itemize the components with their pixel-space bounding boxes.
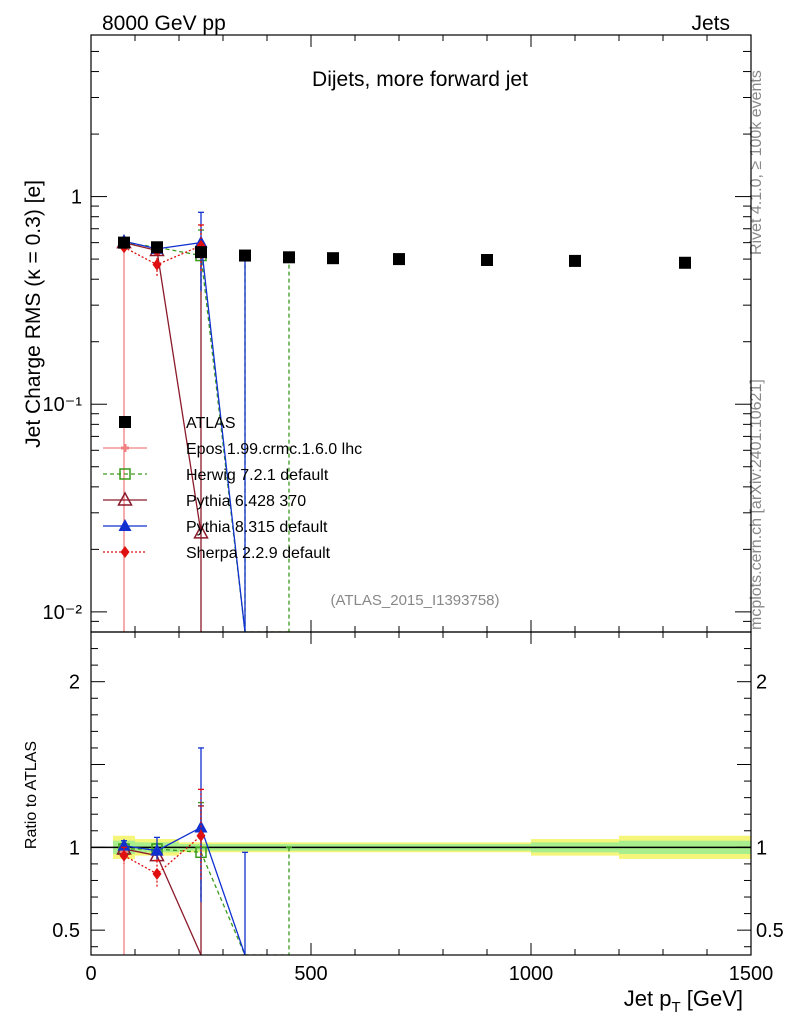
legend-item: Pythia 8.315 default [103, 519, 328, 536]
y-tick-label-left: 0.5 [52, 920, 80, 942]
series-epos [120, 848, 128, 955]
main-plot-title: Dijets, more forward jet [312, 68, 528, 91]
data-point [152, 258, 162, 271]
x-tick-label: 0 [85, 963, 96, 985]
series-line [123, 826, 246, 955]
legend-item: Pythia 6.428 370 [103, 491, 306, 510]
series-line [123, 240, 246, 632]
data-point [193, 524, 209, 539]
data-point [393, 253, 405, 266]
ratio-panel: 0 500 1000 1500 0.5 0.5 1 1 2 2 [52, 35, 784, 985]
header-right-label: Jets [691, 12, 730, 35]
y-tick-label-left: 2 [69, 672, 80, 694]
series-atlas [118, 236, 691, 269]
x-tick-label: 1500 [729, 963, 774, 985]
series-herwig [118, 801, 292, 955]
legend-marker [118, 519, 132, 531]
mcplots-label: mcplots.cern.ch [arXiv:2401.10621] [748, 379, 765, 630]
series-pythia [116, 234, 209, 632]
main-y-ticks: 10⁻² 10⁻¹ 1 [43, 34, 751, 633]
y-tick-label-left: 1 [69, 837, 80, 859]
series-pythia [116, 805, 204, 955]
main-data [116, 211, 691, 632]
legend-label: Pythia 8.315 default [186, 519, 328, 536]
data-point [283, 251, 295, 264]
legend-item: Sherpa 2.2.9 default [103, 545, 331, 562]
data-point [679, 256, 691, 269]
x-tick-label: 1000 [509, 963, 554, 985]
legend-marker [119, 468, 131, 480]
data-point [150, 843, 164, 856]
legend-label: Herwig 7.2.1 default [186, 467, 329, 484]
legend-marker [117, 491, 133, 506]
ratio-y-ticks: 0.5 0.5 1 1 2 2 [52, 648, 784, 948]
main-y-axis-label: Jet Charge RMS (κ = 0.3) [e] [22, 180, 45, 448]
data-point [196, 829, 206, 842]
series-epos [120, 239, 128, 632]
data-point [118, 236, 130, 249]
legend-label: Sherpa 2.2.9 default [186, 545, 331, 562]
series-sherpa [119, 224, 206, 277]
series-line [123, 242, 289, 632]
legend-item: Epos 1.99.crmc.1.6.0 lhc [103, 441, 362, 458]
y-tick-label: 10⁻² [43, 602, 83, 624]
legend-marker [120, 546, 130, 558]
data-point [327, 252, 339, 265]
analysis-tag: (ATLAS_2015_I1393758) [330, 592, 499, 609]
series-line [123, 242, 202, 534]
y-tick-label: 1 [71, 187, 82, 209]
legend-label: Pythia 6.428 370 [186, 493, 306, 510]
data-point [151, 241, 163, 254]
main-panel: 10⁻² 10⁻¹ 1 ATLAS Epos 1.99.crmc.1.6.0 lhc He… [43, 34, 752, 633]
series-line [124, 848, 289, 955]
legend-label: ATLAS [186, 415, 236, 432]
legend: ATLAS Epos 1.99.crmc.1.6.0 lhc Herwig 7.2.… [103, 415, 362, 562]
data-point [481, 253, 493, 266]
y-tick-label: 10⁻¹ [43, 394, 83, 416]
data-point [117, 838, 131, 851]
legend-marker [121, 444, 129, 452]
x-tick-label: 500 [294, 963, 327, 985]
legend-marker [119, 416, 131, 428]
x-axis-label: Jet pT [GeV] [624, 986, 743, 1016]
series-line [123, 848, 202, 955]
ratio-data [116, 747, 292, 955]
main-frame [90, 34, 752, 633]
data-point [195, 246, 207, 259]
ratio-frame [90, 631, 752, 956]
rivet-version-label: Rivet 4.1.0, ≥ 100k events [748, 70, 765, 255]
y-tick-label-right: 1 [756, 837, 767, 859]
series-sherpa [119, 788, 206, 888]
y-tick-label-right: 0.5 [756, 920, 784, 942]
y-tick-label-right: 2 [756, 672, 767, 694]
legend-item: ATLAS [119, 415, 236, 432]
header-left-label: 8000 GeV pp [102, 12, 226, 35]
data-point [569, 254, 581, 267]
legend-item: Herwig 7.2.1 default [103, 467, 329, 484]
ratio-y-axis-label: Ratio to ATLAS [23, 741, 40, 849]
data-point [239, 249, 251, 262]
legend-label: Epos 1.99.crmc.1.6.0 lhc [186, 441, 362, 458]
data-point [152, 867, 162, 880]
data-point [119, 849, 129, 862]
x-ticks: 0 500 1000 1500 [85, 35, 773, 985]
